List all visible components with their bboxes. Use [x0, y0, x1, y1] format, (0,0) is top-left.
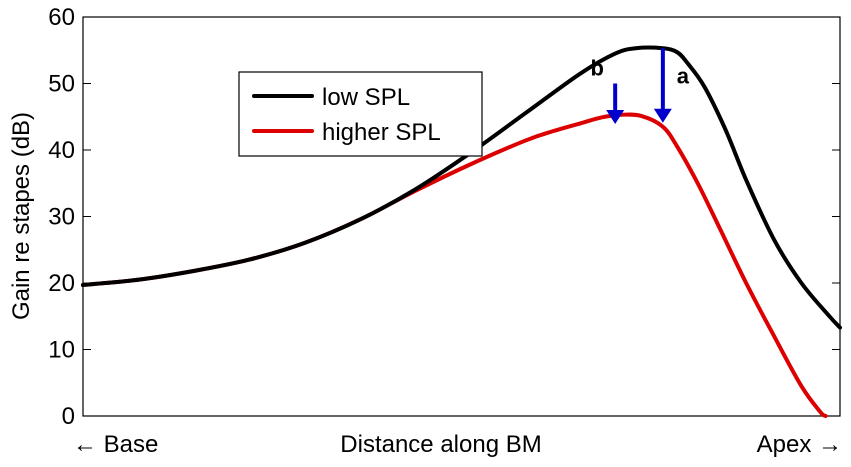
y-tick-label: 40 [48, 137, 75, 164]
y-tick-label: 50 [48, 71, 75, 98]
y-tick-label: 10 [48, 337, 75, 364]
series-layer [81, 45, 842, 418]
annotation-label-b: b [590, 56, 603, 81]
legend-box [238, 71, 483, 157]
y-axis-label: Gain re stapes (dB) [8, 112, 35, 320]
y-tick-label: 20 [48, 270, 75, 297]
annotation-label-a: a [677, 64, 690, 89]
legend-label-low-spl: low SPL [322, 84, 410, 111]
x-axis-label: Distance along BM [340, 431, 541, 458]
y-tick-label: 0 [62, 403, 75, 430]
annotation-arrow-a-head [653, 108, 672, 123]
y-tick-label: 30 [48, 204, 75, 231]
y-tick-label: 60 [48, 4, 75, 31]
x-axis-right-label: Apex → [757, 431, 842, 458]
y-axis-ticks: 0 10 20 30 40 50 60 [48, 4, 840, 430]
legend: low SPL higher SPL [238, 71, 483, 157]
legend-label-higher-spl: higher SPL [322, 119, 441, 146]
annotation-arrow-b-head [606, 110, 625, 125]
x-axis-left-label: ← Base [73, 431, 158, 458]
annotation-layer: ab [590, 48, 690, 125]
series-line-low-spl [81, 45, 842, 330]
